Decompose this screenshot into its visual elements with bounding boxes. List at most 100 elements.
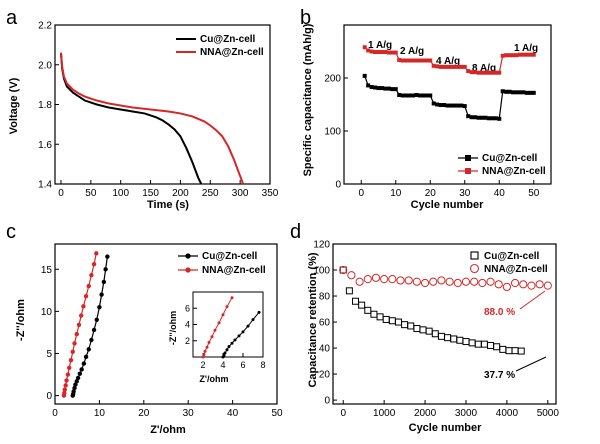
panel-b-point-nna: [414, 58, 419, 63]
panel-b-point-cu: [411, 93, 415, 98]
panel-c-inset-point-cu: [246, 324, 250, 328]
panel-d-xlabel: Cycle number: [409, 422, 482, 434]
panel-d-point-cu: [493, 343, 501, 351]
panel-b-point-cu: [414, 92, 419, 97]
panel-b-legend: Cu@Zn-cell NNA@Zn-cell: [458, 153, 546, 177]
panel-b-point-cu: [504, 89, 509, 94]
panel-d-point-nna: [339, 265, 348, 275]
panel-d-point-nna: [494, 280, 503, 289]
panel-c-inset-point-cu: [223, 351, 227, 355]
panel-a-ytick-label: 2.2: [38, 21, 52, 32]
panel-b-point-nna: [400, 58, 405, 63]
panel-b-point-cu: [417, 93, 422, 98]
panel-b-rate-4: 8 A/g: [472, 63, 496, 74]
panel-d-point-cu: [505, 347, 513, 355]
panel-d-point-cu: [480, 340, 488, 348]
panel-b-legend-nna: NNA@Zn-cell: [482, 166, 546, 177]
panel-c-inset-point-cu: [230, 341, 234, 345]
panel-d-ytick-label: 120: [313, 240, 330, 251]
panel-b-point-cu: [476, 115, 481, 120]
panel-b-point-nna: [417, 58, 422, 63]
panel-d-ytick-label: 0: [324, 396, 330, 407]
panel-c-inset-ytick-label: 6: [185, 303, 190, 313]
panel-d-point-nna: [388, 275, 397, 284]
panel-b-point-cu: [435, 102, 440, 107]
panel-d-point-cu: [487, 341, 495, 349]
panel-b-point-nna: [514, 53, 519, 58]
panel-c-point-nna: [68, 358, 74, 363]
panel-b-point-nna: [442, 64, 447, 69]
panel-c-xlabel: Z'/ohm: [150, 424, 186, 436]
panel-c-inset-point-cu: [237, 334, 241, 338]
panel-b-point-cu: [459, 103, 464, 108]
panel-d-point-cu: [358, 301, 366, 309]
panel-c-inset-point-nna: [201, 355, 205, 359]
panel-b-point-nna: [448, 64, 453, 69]
panel-d-point-cu: [394, 318, 402, 326]
panel-c-ytick-label: 15: [41, 265, 53, 276]
panel-d-point-cu: [419, 326, 427, 334]
panel-b-point-nna: [476, 70, 481, 75]
panel-b-point-cu: [421, 93, 426, 98]
panel-c-point-cu: [86, 347, 91, 352]
panel-b-point-nna: [483, 70, 488, 75]
panel-b-point-cu: [511, 90, 516, 95]
panel-c-point-nna: [63, 383, 68, 388]
panel-a-legend-cu: Cu@Zn-cell: [200, 34, 256, 45]
panel-c-xtick-label: 0: [52, 408, 58, 419]
panel-b-point-nna: [386, 50, 391, 55]
panel-d-point-cu: [370, 310, 378, 318]
panel-b-point-cu: [390, 87, 395, 92]
panel-b-point-nna: [517, 52, 522, 57]
panel-label-b: b: [300, 7, 311, 29]
panel-b-point-nna: [369, 49, 374, 54]
panel-b-point-nna: [511, 53, 516, 58]
panel-c-point-cu: [99, 292, 104, 297]
panel-a-chart: Time (s) Voltage (V) Cu@Zn-cell NNA@Zn-c…: [8, 21, 279, 212]
panel-d-point-nna: [502, 282, 511, 292]
panel-b-point-nna: [531, 52, 536, 57]
panel-a-ytick-label: 1.8: [38, 100, 52, 111]
panel-c-point-cu: [105, 254, 110, 259]
panel-d-point-cu: [444, 334, 452, 342]
panel-b-point-cu: [397, 92, 402, 97]
panel-b-point-cu: [393, 87, 398, 92]
panel-a-ytick-label: 2.0: [38, 60, 52, 71]
panel-c-inset-xtick-label: 8: [260, 360, 265, 370]
panel-c-point-cu: [71, 389, 76, 394]
panel-c-point-nna: [86, 283, 91, 289]
panel-d-chart: Cycle number Capacitance retention (%) C…: [307, 240, 559, 435]
panel-c-point-nna: [81, 304, 86, 309]
panel-b-point-cu: [507, 89, 512, 94]
panel-c-xtick-label: 30: [183, 408, 195, 419]
panel-d-ytick-label: 40: [319, 344, 331, 355]
panel-b-point-nna: [421, 58, 426, 63]
panel-d-point-cu: [456, 336, 464, 344]
panel-b-point-nna: [500, 53, 505, 58]
panel-b-xtick-label: 10: [390, 188, 402, 199]
panel-d-point-cu: [517, 347, 525, 355]
panel-d-legend-cu: Cu@Zn-cell: [484, 251, 540, 262]
panel-c-point-cu: [89, 337, 94, 343]
panel-c-point-cu: [77, 371, 83, 376]
panel-d-point-cu: [437, 332, 445, 340]
panel-c-point-cu: [103, 267, 108, 272]
panel-c-inset-ylabel: -Z''/ohm: [168, 311, 178, 345]
panel-b-point-nna: [528, 52, 533, 57]
panel-b-point-cu: [369, 85, 374, 90]
panel-b-point-cu: [493, 116, 498, 121]
panel-b-point-nna: [362, 45, 367, 50]
panel-c-ytick-label: 5: [46, 349, 52, 360]
panel-d-point-nna: [437, 276, 446, 285]
panel-d-point-cu: [345, 287, 353, 295]
panel-d-point-cu: [468, 339, 476, 347]
panel-d-point-cu: [407, 322, 415, 330]
panel-a-ytick-label: 1.6: [38, 140, 52, 151]
panel-b-point-nna: [366, 48, 371, 53]
panel-b-point-cu: [438, 103, 443, 108]
panel-c-point-cu: [101, 279, 107, 285]
panel-c-point-nna: [72, 341, 77, 346]
panel-c-legend-marker-cu: [185, 253, 191, 259]
panel-d-point-cu: [425, 327, 433, 335]
